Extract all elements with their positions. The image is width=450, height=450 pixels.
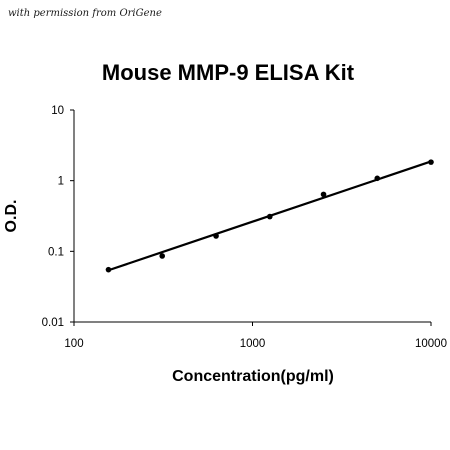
tick-labels: 0.01 0.1 1 10 100 1000 10000 [42,105,447,350]
permission-watermark: with permission from OriGene [8,8,162,19]
x-tick-label: 1000 [240,338,266,350]
y-tick-label: 1 [58,176,64,188]
x-tick-label: 10000 [415,338,447,350]
x-tick-label: 100 [64,338,83,350]
y-tick-label: 0.01 [42,317,64,329]
data-point [374,175,381,182]
y-tick-label: 0.1 [48,246,64,258]
data-point [320,191,327,198]
chart-title: Mouse MMP-9 ELISA Kit [102,60,355,85]
data-point [213,233,219,239]
data-point [159,253,166,259]
x-axis-label: Concentration(pg/ml) [172,368,334,385]
data-points [105,159,434,273]
axes [73,110,431,323]
data-point [105,266,112,273]
y-tick-label: 10 [51,105,64,117]
data-point [428,159,434,165]
data-point [266,213,273,220]
tick-marks [70,109,432,326]
y-axis-label: O.D. [3,200,20,233]
